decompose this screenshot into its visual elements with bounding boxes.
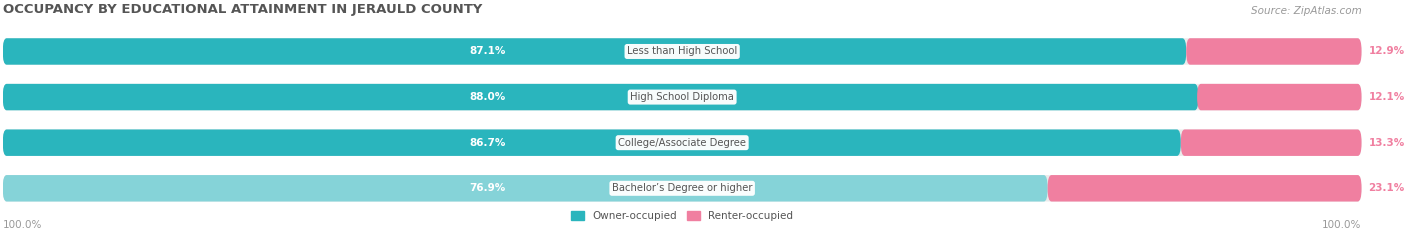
FancyBboxPatch shape	[1181, 130, 1361, 156]
FancyBboxPatch shape	[3, 38, 1361, 65]
FancyBboxPatch shape	[3, 38, 1187, 65]
Text: 12.9%: 12.9%	[1368, 46, 1405, 56]
Text: 87.1%: 87.1%	[470, 46, 506, 56]
Text: Less than High School: Less than High School	[627, 46, 737, 56]
FancyBboxPatch shape	[3, 175, 1047, 202]
Text: Bachelor’s Degree or higher: Bachelor’s Degree or higher	[612, 183, 752, 193]
FancyBboxPatch shape	[1047, 175, 1361, 202]
FancyBboxPatch shape	[3, 130, 1361, 156]
Text: 86.7%: 86.7%	[470, 138, 506, 148]
Text: 76.9%: 76.9%	[470, 183, 506, 193]
Legend: Owner-occupied, Renter-occupied: Owner-occupied, Renter-occupied	[567, 207, 797, 225]
FancyBboxPatch shape	[1197, 84, 1361, 110]
Text: Source: ZipAtlas.com: Source: ZipAtlas.com	[1251, 6, 1361, 16]
Text: 88.0%: 88.0%	[470, 92, 506, 102]
FancyBboxPatch shape	[3, 130, 1181, 156]
FancyBboxPatch shape	[3, 84, 1198, 110]
Text: High School Diploma: High School Diploma	[630, 92, 734, 102]
Text: 100.0%: 100.0%	[1322, 220, 1361, 230]
Text: 12.1%: 12.1%	[1368, 92, 1405, 102]
FancyBboxPatch shape	[3, 175, 1361, 202]
Text: 13.3%: 13.3%	[1368, 138, 1405, 148]
Text: College/Associate Degree: College/Associate Degree	[619, 138, 747, 148]
Text: OCCUPANCY BY EDUCATIONAL ATTAINMENT IN JERAULD COUNTY: OCCUPANCY BY EDUCATIONAL ATTAINMENT IN J…	[3, 3, 482, 16]
FancyBboxPatch shape	[3, 84, 1361, 110]
Text: 23.1%: 23.1%	[1368, 183, 1405, 193]
FancyBboxPatch shape	[1187, 38, 1361, 65]
Text: 100.0%: 100.0%	[3, 220, 42, 230]
